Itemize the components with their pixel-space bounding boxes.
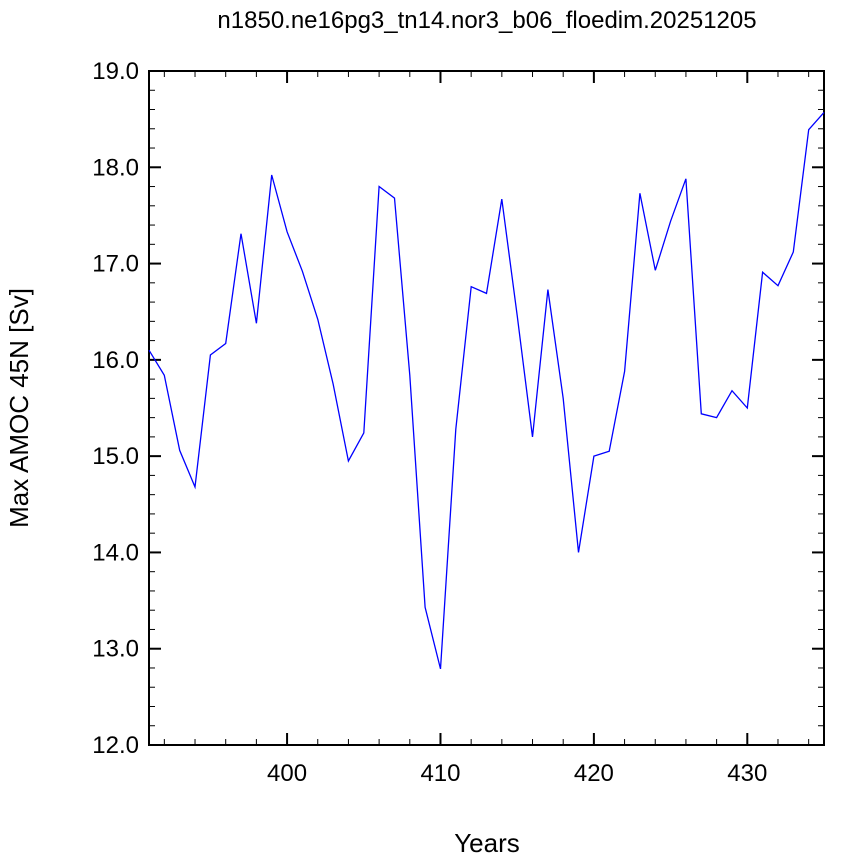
y-tick-label: 17.0 <box>92 251 139 278</box>
x-tick-label: 430 <box>727 760 767 787</box>
y-tick-label: 12.0 <box>92 732 139 759</box>
chart-title: n1850.ne16pg3_tn14.nor3_b06_floedim.2025… <box>217 7 756 34</box>
plot-area: 12.0 13.0 14.0 15.0 16.0 17.0 18.0 19.0 400 410 42… <box>92 58 825 787</box>
x-axis-label: Years <box>454 828 520 858</box>
x-tick-label: 420 <box>574 760 614 787</box>
y-tick-label: 16.0 <box>92 347 139 374</box>
series-line <box>148 111 825 670</box>
y-tick-label: 14.0 <box>92 539 139 566</box>
y-tick-label: 18.0 <box>92 154 139 181</box>
plot-frame <box>148 70 825 746</box>
y-axis-label: Max AMOC 45N [Sv] <box>4 288 34 528</box>
y-tick-label: 19.0 <box>92 58 139 85</box>
x-tick-label: 410 <box>420 760 460 787</box>
y-tick-label: 13.0 <box>92 636 139 663</box>
y-tick-label: 15.0 <box>92 443 139 470</box>
x-tick-label: 400 <box>267 760 307 787</box>
